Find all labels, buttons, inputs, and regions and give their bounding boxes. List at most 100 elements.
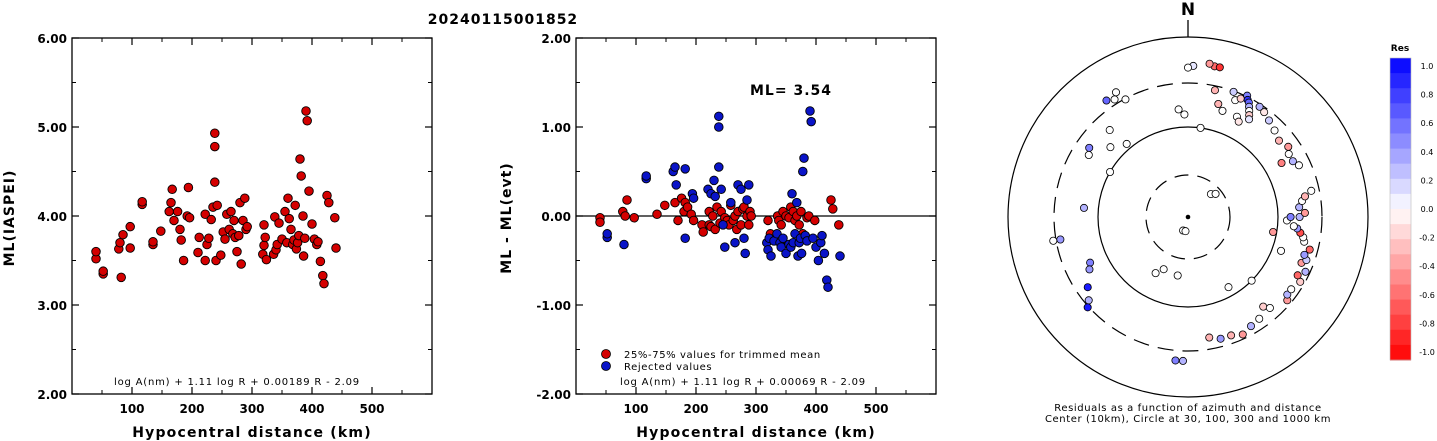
station-residual-point xyxy=(1216,334,1225,343)
accepted-point xyxy=(261,254,272,265)
rejected-point xyxy=(823,282,833,292)
axis-ticks: 100 200 300 400 500 2.00 3.00 4.00 5.00 6.00 xyxy=(37,32,432,416)
rejected-point xyxy=(670,162,680,172)
station-residual-point xyxy=(1286,212,1295,221)
accepted-point xyxy=(178,255,189,266)
center-dot xyxy=(1185,214,1191,220)
formula-text: log A(nm) + 1.11 log R + 0.00069 R - 2.0… xyxy=(620,377,866,388)
accepted-point xyxy=(183,182,194,193)
colorbar-label: 0.0 xyxy=(1421,205,1434,214)
y-axis-label: ML - ML(evt) xyxy=(499,162,515,273)
station-residual-point xyxy=(1049,236,1058,245)
colorbar-cell xyxy=(1390,148,1411,165)
accepted-point xyxy=(98,266,108,276)
rejected-point xyxy=(766,251,776,261)
accepted-point xyxy=(776,220,786,230)
accepted-point xyxy=(210,128,220,138)
station-residual-point xyxy=(1300,192,1309,201)
accepted-point xyxy=(319,278,329,289)
colorbar-cell xyxy=(1390,103,1411,119)
accepted-point xyxy=(193,247,203,258)
rejected-point xyxy=(819,248,830,259)
y-tick-label: 0.00 xyxy=(541,210,571,224)
colorbar-cell xyxy=(1390,269,1411,285)
rejected-point xyxy=(710,191,720,202)
station-residual-point xyxy=(1171,356,1180,365)
x-axis-label: Hypocentral distance (km) xyxy=(636,425,876,441)
station-residual-point xyxy=(1301,267,1310,276)
accepted-point xyxy=(259,220,269,230)
station-residual-point xyxy=(1247,322,1256,331)
axis-ticks: 100 200 300 400 500 -2.00 -1.00 0.00 1.00 2.00 xyxy=(536,32,936,416)
plot-frame xyxy=(71,37,433,395)
accepted-point xyxy=(708,211,718,221)
colorbar-labels: 1.0 0.8 0.6 0.4 0.2 0.0 -0.2 -0.4 -0.6 -0.8 -1.0 xyxy=(1419,62,1435,357)
colorbar-label: -0.8 xyxy=(1419,319,1435,328)
rejected-point xyxy=(716,184,726,195)
station-residual-point xyxy=(1214,99,1223,108)
colorbar-label: -0.4 xyxy=(1419,262,1435,271)
rejected-point xyxy=(781,248,791,259)
colorbar-cell xyxy=(1390,58,1411,74)
station-residual-point xyxy=(1305,245,1314,254)
rejected-point xyxy=(736,184,746,195)
x-tick-label: 300 xyxy=(743,402,768,416)
colorbar-cell xyxy=(1390,88,1411,104)
accepted-point xyxy=(212,200,222,211)
rejected-point xyxy=(714,122,724,132)
colorbar-cell xyxy=(1390,163,1411,180)
rejected-point xyxy=(740,248,750,259)
x-tick-label: 100 xyxy=(623,402,648,416)
accepted-point xyxy=(172,206,183,217)
ring-30km xyxy=(1145,174,1231,260)
station-residual-point xyxy=(1265,303,1274,312)
station-residual-point xyxy=(1264,116,1273,125)
accepted-point xyxy=(260,232,270,243)
accepted-point xyxy=(176,235,186,245)
station-residual-point xyxy=(1283,290,1292,299)
rejected-point xyxy=(680,164,690,174)
accepted-point xyxy=(834,220,844,230)
station-residual-point xyxy=(1205,59,1214,68)
rejected-point xyxy=(787,188,797,199)
caption-line-1: Residuals as a function of azimuth and d… xyxy=(1054,403,1322,414)
station-residual-point xyxy=(1210,86,1219,95)
accepted-point xyxy=(629,213,639,223)
x-axis-label: Hypocentral distance (km) xyxy=(132,425,372,441)
station-residual-point xyxy=(1259,302,1268,311)
accepted-point xyxy=(736,220,746,230)
rejected-point xyxy=(813,255,824,266)
accepted-point xyxy=(298,211,308,221)
legend-label-accepted: 25%-75% values for trimmed mean xyxy=(624,350,821,361)
station-residual-point xyxy=(1255,314,1264,323)
accepted-point xyxy=(304,186,314,196)
colorbar-cells xyxy=(1389,57,1412,361)
station-residual-point xyxy=(1218,106,1227,115)
rejected-point xyxy=(806,116,816,127)
accepted-point xyxy=(156,226,166,236)
accepted-point xyxy=(229,215,239,226)
panel-residual-vs-distance: 100 200 300 400 500 -2.00 -1.00 0.00 1.00 2.00 ML… xyxy=(499,32,937,441)
ml-annotation: ML= 3.54 xyxy=(750,83,832,99)
x-tick-label: 100 xyxy=(119,402,144,416)
station-residual-point xyxy=(1106,167,1115,176)
accepted-point xyxy=(234,230,244,241)
rejected-point xyxy=(641,171,651,181)
panel-ml-vs-distance: 100 200 300 400 500 2.00 3.00 4.00 5.00 6.00 Hypo… xyxy=(2,32,433,441)
accepted-point xyxy=(274,218,284,228)
rejected-point xyxy=(730,237,740,248)
station-residual-point xyxy=(1229,87,1238,96)
colorbar: Res 1.0 0.8 0.6 0.4 0.2 0.0 -0.2 -0.4 -0.6 -0.8 -1… xyxy=(1389,44,1435,361)
accepted-point xyxy=(206,214,216,225)
accepted-point xyxy=(794,220,804,230)
accepted-point xyxy=(200,209,210,219)
colorbar-cell xyxy=(1390,299,1411,316)
x-tick-label: 200 xyxy=(179,402,204,416)
station-residual-point xyxy=(1227,331,1236,340)
accepted-point xyxy=(125,243,135,253)
rejected-point xyxy=(835,251,845,261)
station-residual-point xyxy=(1121,95,1130,104)
accepted-point xyxy=(763,215,773,226)
rejected-point xyxy=(742,195,752,205)
